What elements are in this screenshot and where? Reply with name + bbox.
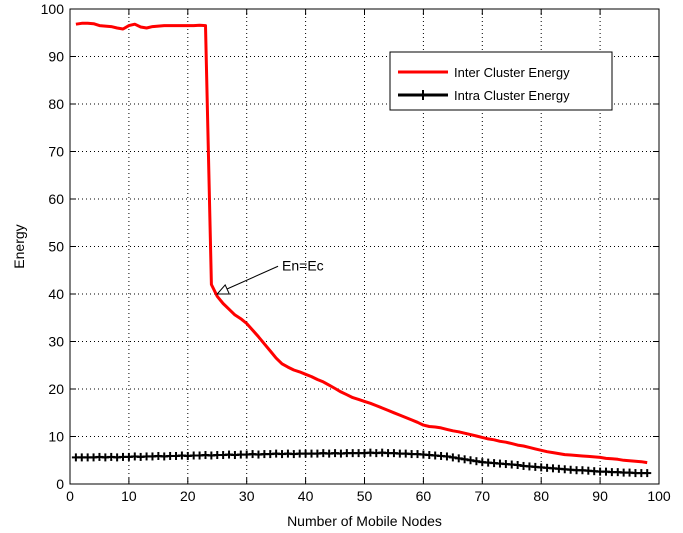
x-tick-label: 80 — [533, 488, 549, 504]
y-tick-label: 50 — [48, 239, 64, 255]
y-tick-label: 70 — [48, 144, 64, 160]
series-line-inter-cluster — [75, 21, 648, 465]
annotation-layer: En=Ec — [216, 257, 324, 295]
x-axis-label: Number of Mobile Nodes — [287, 513, 442, 529]
x-tick-label: 50 — [357, 488, 373, 504]
legend-label-inter: Inter Cluster Energy — [454, 65, 570, 80]
y-tick-label: 10 — [48, 429, 64, 445]
x-tick-label: 10 — [121, 488, 137, 504]
x-tick-label: 90 — [592, 488, 608, 504]
y-axis-ticks: 0 10 20 30 40 50 60 70 80 90 100 — [41, 1, 659, 492]
y-tick-label: 30 — [48, 334, 64, 350]
legend-box — [389, 51, 613, 111]
y-tick-label: 90 — [48, 49, 64, 65]
x-tick-label: 40 — [298, 488, 314, 504]
y-tick-label: 0 — [56, 476, 64, 492]
annotation-label: En=Ec — [282, 257, 324, 273]
x-tick-label: 0 — [66, 488, 74, 504]
series-markers-intra-cluster — [71, 448, 652, 478]
x-tick-label: 20 — [180, 488, 196, 504]
x-tick-label: 30 — [239, 488, 255, 504]
legend: Inter Cluster Energy Intra Cluster Energ… — [389, 51, 613, 111]
y-tick-label: 40 — [48, 286, 64, 302]
legend-plus-marker — [418, 90, 428, 100]
annotation-arrow-head — [216, 283, 231, 295]
x-axis-ticks: 0 10 20 30 40 50 60 70 80 90 100 — [66, 9, 671, 504]
y-tick-label: 80 — [48, 96, 64, 112]
y-tick-label: 60 — [48, 191, 64, 207]
x-tick-label: 100 — [647, 488, 671, 504]
x-tick-label: 70 — [475, 488, 491, 504]
y-tick-label: 100 — [41, 1, 65, 17]
y-tick-label: 20 — [48, 381, 64, 397]
legend-marker-intra — [418, 90, 428, 100]
y-axis-label: Energy — [11, 224, 27, 268]
legend-label-intra: Intra Cluster Energy — [454, 88, 570, 103]
data-point — [643, 469, 652, 478]
x-tick-label: 60 — [416, 488, 432, 504]
annotation-arrow-line — [220, 265, 279, 293]
series-layer — [71, 21, 652, 478]
plot-frame — [69, 8, 660, 485]
